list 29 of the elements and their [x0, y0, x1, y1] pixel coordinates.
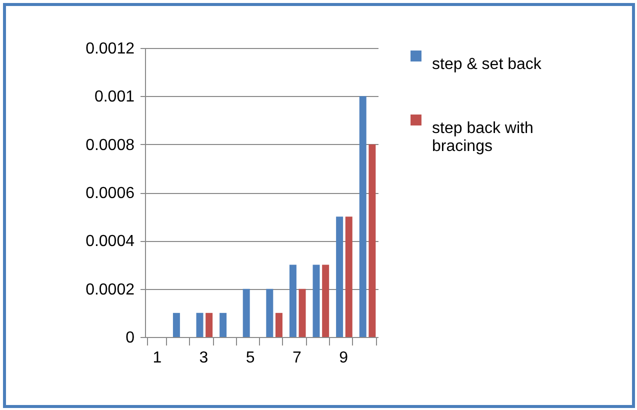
- legend-label: step back with bracings: [432, 120, 534, 155]
- bar: [196, 312, 204, 337]
- x-tick-label: 7: [292, 350, 302, 366]
- x-tick-label: 9: [339, 350, 348, 366]
- bar: [322, 264, 330, 337]
- bar: [336, 216, 344, 337]
- bar: [289, 264, 296, 337]
- bar: [359, 96, 366, 337]
- bar: [220, 312, 227, 337]
- y-tick-label: 0.0004: [86, 233, 135, 250]
- bar: [298, 288, 306, 337]
- y-tick-label: 0.0008: [86, 136, 135, 154]
- bar: [312, 264, 320, 337]
- bar: [242, 288, 250, 337]
- bar: [275, 312, 282, 337]
- y-tick-label: 0.0012: [86, 40, 135, 58]
- bar: [172, 312, 180, 337]
- x-tick-label: 1: [152, 350, 162, 366]
- bar: [368, 144, 376, 337]
- x-tick-label: 3: [199, 350, 208, 366]
- legend-label: step & set back: [432, 56, 542, 73]
- bar: [345, 216, 352, 337]
- y-tick-label: 0: [126, 330, 135, 346]
- y-tick-label: 0.001: [94, 88, 135, 106]
- y-tick-label: 0.0002: [86, 281, 135, 298]
- bar: [266, 288, 274, 337]
- y-tick-label: 0.0006: [86, 185, 135, 202]
- x-tick-label: 5: [246, 350, 255, 366]
- bar: [206, 312, 213, 337]
